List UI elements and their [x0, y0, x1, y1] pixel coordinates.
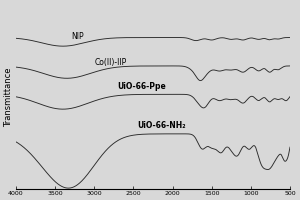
Text: UiO-66-NH₂: UiO-66-NH₂ — [137, 121, 186, 130]
Text: NIP: NIP — [71, 32, 83, 41]
Text: UiO-66-Ppe: UiO-66-Ppe — [118, 82, 167, 91]
Y-axis label: Transmittance: Transmittance — [4, 67, 13, 127]
Text: Co(II)-IIP: Co(II)-IIP — [94, 58, 127, 67]
